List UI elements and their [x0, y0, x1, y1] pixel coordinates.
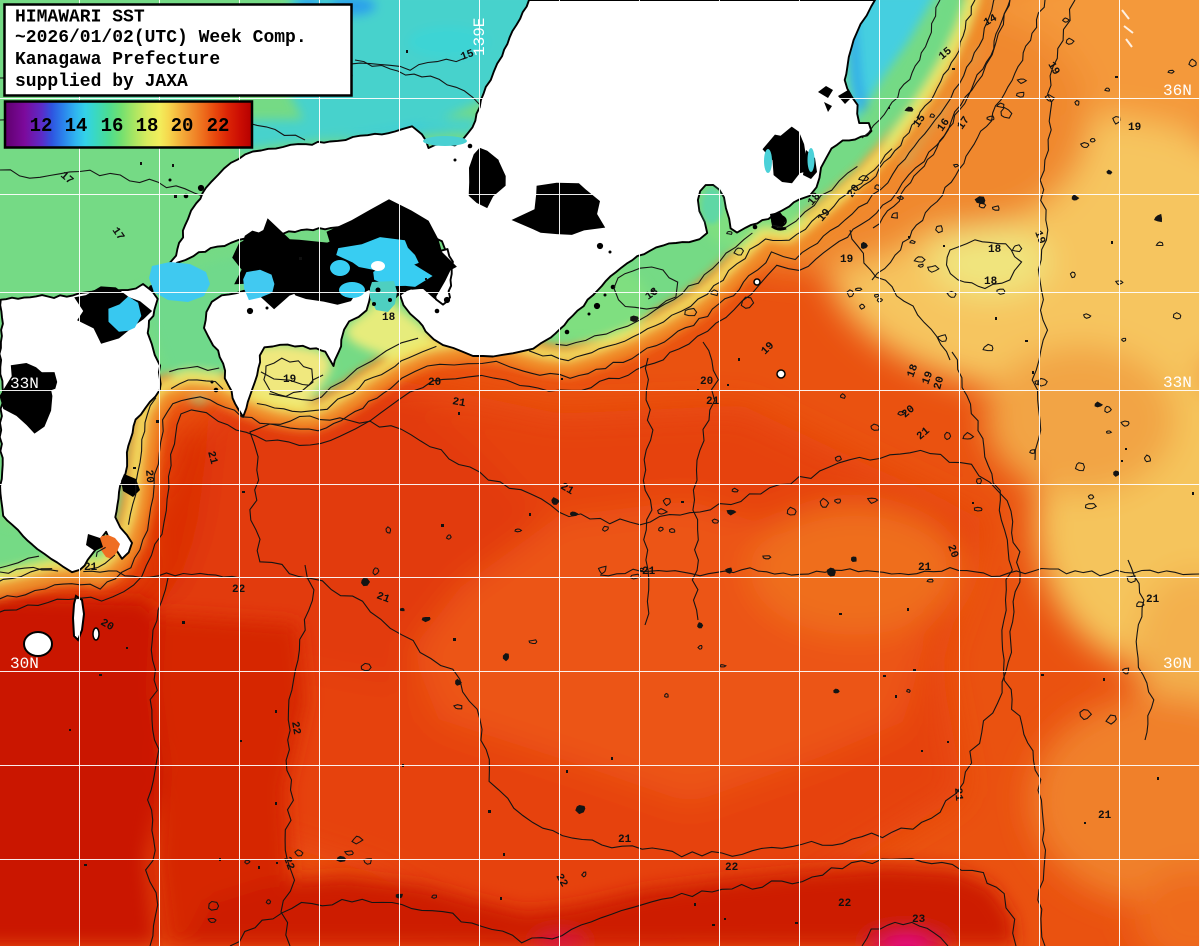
svg-text:22: 22 — [553, 872, 570, 889]
svg-text:23: 23 — [912, 914, 926, 926]
svg-text:19: 19 — [283, 374, 296, 386]
svg-text:14: 14 — [65, 115, 88, 137]
svg-text:21: 21 — [1098, 810, 1112, 822]
svg-text:supplied by JAXA: supplied by JAXA — [15, 72, 188, 92]
svg-text:22: 22 — [838, 898, 851, 910]
svg-text:21: 21 — [375, 590, 392, 606]
svg-text:20: 20 — [171, 115, 194, 137]
svg-text:20: 20 — [944, 543, 960, 560]
svg-text:33N: 33N — [10, 375, 39, 393]
svg-text:22: 22 — [232, 584, 245, 596]
svg-text:20: 20 — [700, 376, 713, 388]
svg-text:36N: 36N — [1163, 82, 1192, 100]
svg-text:21: 21 — [204, 450, 219, 466]
svg-text:18: 18 — [905, 362, 921, 379]
svg-text:22: 22 — [207, 115, 230, 137]
svg-text:21: 21 — [1146, 594, 1160, 606]
svg-text:19: 19 — [1045, 60, 1062, 77]
svg-text:20: 20 — [428, 377, 441, 389]
svg-text:19: 19 — [920, 370, 936, 387]
svg-text:21: 21 — [951, 787, 964, 802]
svg-text:22: 22 — [725, 862, 738, 874]
svg-text:Kanagawa Prefecture: Kanagawa Prefecture — [15, 50, 220, 70]
svg-text:~2026/01/02(UTC) Week Comp.: ~2026/01/02(UTC) Week Comp. — [15, 28, 307, 48]
svg-text:30N: 30N — [10, 655, 39, 673]
svg-text:22: 22 — [288, 721, 302, 736]
svg-text:18: 18 — [988, 244, 1002, 256]
svg-text:139E: 139E — [471, 18, 489, 56]
svg-text:18: 18 — [382, 312, 396, 324]
svg-text:21: 21 — [451, 396, 466, 410]
svg-text:19: 19 — [1128, 122, 1141, 134]
svg-text:20: 20 — [932, 375, 947, 391]
svg-text:21: 21 — [84, 562, 98, 574]
svg-text:21: 21 — [706, 396, 720, 408]
svg-text:21: 21 — [918, 562, 932, 574]
svg-text:HIMAWARI SST: HIMAWARI SST — [15, 8, 145, 28]
svg-text:15: 15 — [459, 48, 476, 64]
svg-text:33N: 33N — [1163, 374, 1192, 392]
svg-text:20: 20 — [98, 617, 115, 634]
svg-text:21: 21 — [618, 834, 632, 846]
svg-text:18: 18 — [136, 115, 159, 137]
svg-text:21: 21 — [642, 566, 656, 578]
svg-text:30N: 30N — [1163, 655, 1192, 673]
svg-text:20: 20 — [142, 469, 155, 483]
svg-text:19: 19 — [840, 254, 853, 266]
svg-text:16: 16 — [101, 115, 124, 137]
svg-text:18: 18 — [984, 276, 998, 288]
svg-text:14: 14 — [982, 12, 1000, 29]
svg-text:12: 12 — [30, 115, 53, 137]
svg-text:21: 21 — [558, 481, 576, 498]
